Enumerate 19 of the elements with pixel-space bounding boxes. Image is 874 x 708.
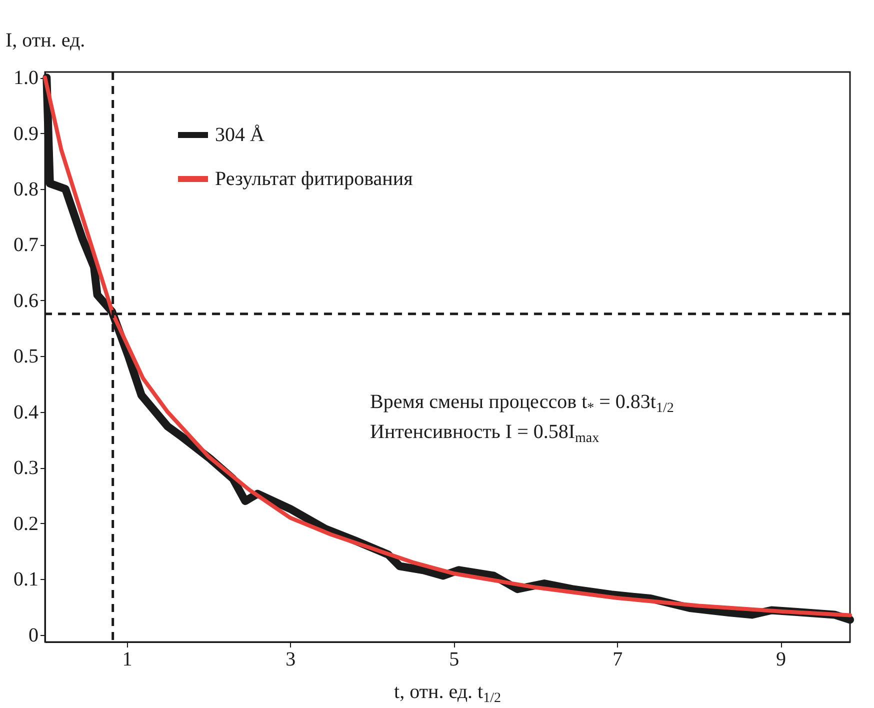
legend-label: 304 Å	[215, 124, 265, 146]
x-tick-label: 3	[286, 648, 296, 670]
x-tick-label: 9	[776, 648, 786, 670]
y-tick-label: 0.5	[14, 346, 38, 368]
y-tick-label: 1.0	[14, 67, 38, 90]
x-tick-label: 5	[449, 648, 460, 670]
y-tick-label: 0.9	[14, 122, 38, 145]
x-tick-label: 7	[612, 648, 623, 670]
y-tick-label: 0.2	[14, 512, 38, 535]
y-tick-label: 0.1	[14, 568, 38, 591]
y-tick-label: 0	[28, 624, 38, 646]
y-tick-label: 0.6	[14, 290, 38, 312]
y-tick-label: 0.4	[14, 401, 38, 424]
y-tick-label: 0.7	[14, 234, 38, 256]
x-tick-label: 1	[122, 648, 132, 670]
y-axis-title: I, отн. ед.	[6, 30, 86, 52]
y-tick-label: 0.8	[14, 178, 38, 201]
y-tick-label: 0.3	[14, 457, 38, 480]
legend-label: Результат фитирования	[215, 168, 413, 190]
